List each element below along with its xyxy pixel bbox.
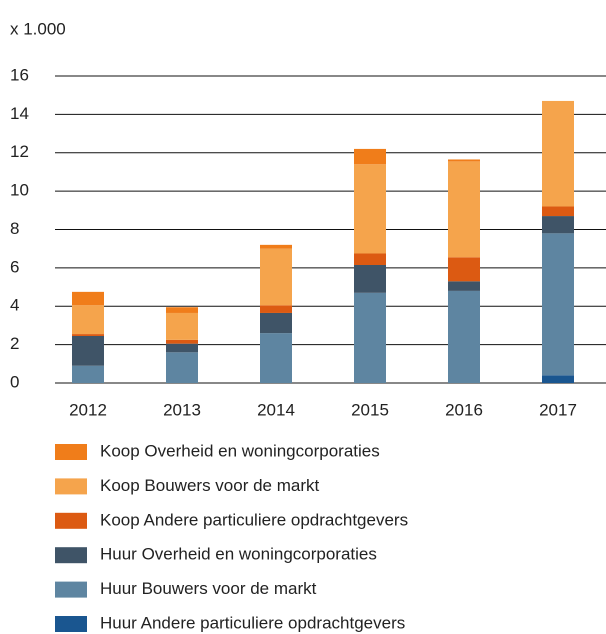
bar-segment — [260, 248, 292, 306]
y-tick-label: 4 — [10, 296, 19, 315]
legend-swatch — [55, 444, 87, 460]
bar-segment — [354, 253, 386, 265]
bar-segment — [260, 244, 292, 249]
bar-segment — [448, 161, 480, 258]
bar-segment — [260, 312, 292, 334]
legend-swatch — [55, 581, 87, 598]
y-tick-label: 12 — [10, 142, 29, 161]
bar-segment — [354, 164, 386, 254]
bar-segment — [72, 291, 104, 306]
legend-swatch — [55, 616, 87, 632]
legend-swatch — [55, 547, 87, 564]
x-tick-label: 2016 — [445, 400, 483, 419]
bar-segment — [72, 305, 104, 335]
bar-segment — [354, 148, 386, 165]
legend-label: Huur Bouwers voor de markt — [100, 579, 317, 598]
x-tick-label: 2014 — [257, 400, 295, 419]
bar-segment — [166, 339, 198, 344]
x-tick-label: 2012 — [69, 400, 107, 419]
bar-segment — [260, 305, 292, 313]
bar-segment — [72, 365, 104, 383]
legend-swatch — [55, 512, 87, 529]
y-tick-label: 14 — [10, 104, 29, 123]
bar-segment — [260, 333, 292, 383]
bar-segment — [542, 375, 574, 383]
x-tick-label: 2017 — [539, 400, 577, 419]
bar-segment — [166, 307, 198, 313]
bar-segment — [542, 206, 574, 217]
y-tick-label: 6 — [10, 257, 19, 276]
x-tick-label: 2013 — [163, 400, 201, 419]
y-tick-label: 2 — [10, 334, 19, 353]
bar-segment — [448, 257, 480, 282]
chart-subtitle: x 1.000 — [10, 19, 66, 38]
bar-segment — [542, 100, 574, 207]
legend-label: Koop Andere particuliere opdrachtgevers — [100, 510, 408, 529]
bar-segment — [166, 343, 198, 353]
bar-segment — [166, 352, 198, 383]
legend-label: Koop Overheid en woningcorporaties — [100, 441, 380, 460]
legend-label: Huur Overheid en woningcorporaties — [100, 545, 377, 564]
bar-segment — [542, 216, 574, 234]
legend-label: Koop Bouwers voor de markt — [100, 476, 319, 495]
bar-segment — [72, 335, 104, 366]
y-tick-label: 0 — [10, 372, 19, 391]
bar-segment — [448, 290, 480, 383]
bar-segment — [448, 281, 480, 291]
x-tick-label: 2015 — [351, 400, 389, 419]
legend-label: Huur Andere particuliere opdrachtgevers — [100, 613, 405, 632]
bar-segment — [542, 233, 574, 376]
bar-segment — [354, 264, 386, 293]
bar-segment — [354, 292, 386, 383]
bar-segment — [166, 312, 198, 340]
bar-segment — [72, 334, 104, 336]
legend-swatch — [55, 478, 87, 495]
bar-segment — [448, 159, 480, 162]
y-tick-label: 10 — [10, 181, 29, 200]
y-tick-label: 8 — [10, 219, 19, 238]
y-tick-label: 16 — [10, 65, 29, 84]
